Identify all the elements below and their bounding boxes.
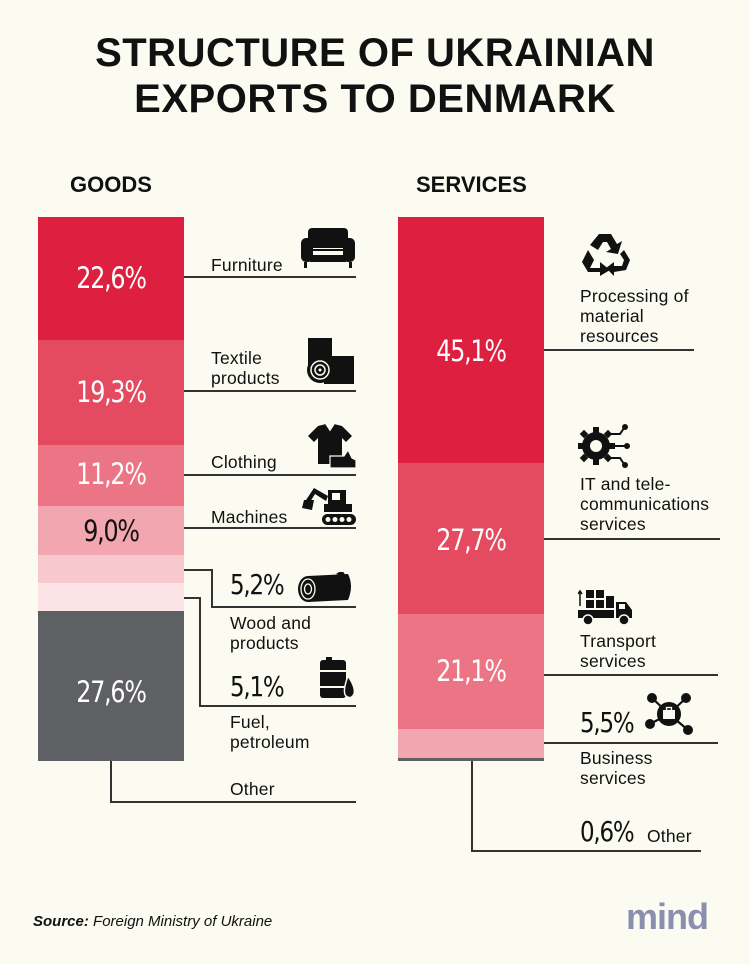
services-value-processing: 45,1% [436,334,507,368]
leader-other-h [110,801,356,803]
goods-value-machines: 9,0% [83,514,140,548]
services-value-other: 0,6% [580,815,635,848]
goods-segment-clothing [38,445,184,506]
services-label-business: Business services [580,748,653,788]
services-segment-it [398,463,544,614]
services-value-business: 5,5% [580,706,635,739]
chart-title: STRUCTURE OF UKRAINIAN EXPORTS TO DENMAR… [0,30,750,122]
oil-barrel-icon [320,657,356,699]
goods-segment-machines [38,506,184,555]
leader-machines [184,527,356,529]
services-label-other: Other [647,826,692,846]
services-label-it: IT and tele-communications services [580,474,710,534]
leader-clothing [184,474,356,476]
goods-label-wood: Wood and products [230,613,312,653]
network-briefcase-icon [645,693,693,735]
mind-logo: mind [626,896,709,937]
goods-label-clothing: Clothing [211,452,277,472]
title-line-2: EXPORTS TO DENMARK [134,77,616,121]
leader-fuel-h2 [199,705,356,707]
title-line-1: STRUCTURE OF UKRAINIAN [95,31,655,75]
shirt-shoe-icon [308,424,356,469]
services-value-transport: 21,1% [436,654,507,688]
goods-segment-furniture [38,217,184,340]
leader-services-other-h [471,850,701,852]
source-label: Source: [33,913,89,930]
fabric-roll-icon [307,338,354,384]
goods-label-textile: Textile products [211,348,280,388]
goods-value-wood: 5,2% [230,568,285,601]
goods-label-machines: Machines [211,507,288,527]
truck-icon [578,589,632,626]
leader-wood-v [211,569,213,607]
goods-value-furniture: 22,6% [76,261,147,295]
excavator-icon [302,488,356,525]
goods-segment-wood [38,555,184,583]
leader-wood-h2 [211,606,356,608]
leader-business [544,742,718,744]
source-text: Foreign Ministry of Ukraine [93,913,273,930]
services-heading: SERVICES [416,172,527,197]
log-icon [298,572,351,602]
services-segment-other [398,758,544,761]
services-segment-business [398,729,544,758]
goods-segment-textile [38,340,184,445]
leader-it [544,538,720,540]
leader-transport [544,674,718,676]
goods-label-other: Other [230,779,275,799]
leader-fuel-h1 [184,597,200,599]
leader-services-other-v [471,761,473,851]
source-note: Source: Foreign Ministry of Ukraine [33,913,272,930]
gear-circuit-icon [578,424,630,468]
goods-value-textile: 19,3% [76,375,147,409]
leader-processing [544,349,694,351]
services-segment-processing [398,217,544,463]
leader-furniture [184,276,356,278]
goods-heading: GOODS [70,172,152,197]
services-label-processing: Processing of material resources [580,286,689,346]
leader-textile [184,390,356,392]
goods-segment-fuel [38,583,184,611]
leader-wood-h1 [184,569,212,571]
goods-label-furniture: Furniture [211,255,283,275]
services-label-transport: Transport services [580,631,657,671]
leader-other-v [110,761,112,802]
goods-value-clothing: 11,2% [76,457,147,491]
recycle-icon [582,234,630,276]
services-value-it: 27,7% [436,523,507,557]
sofa-icon [301,228,355,268]
leader-fuel-v [199,597,201,706]
goods-bar: 22,6% 19,3% 11,2% 9,0% 27,6% [38,217,184,761]
services-bar: 45,1% 27,7% 21,1% [398,217,544,761]
goods-value-other: 27,6% [76,675,147,709]
goods-value-fuel: 5,1% [230,670,285,703]
services-segment-transport [398,614,544,729]
goods-label-fuel: Fuel, petroleum [230,712,310,752]
goods-segment-other [38,611,184,761]
